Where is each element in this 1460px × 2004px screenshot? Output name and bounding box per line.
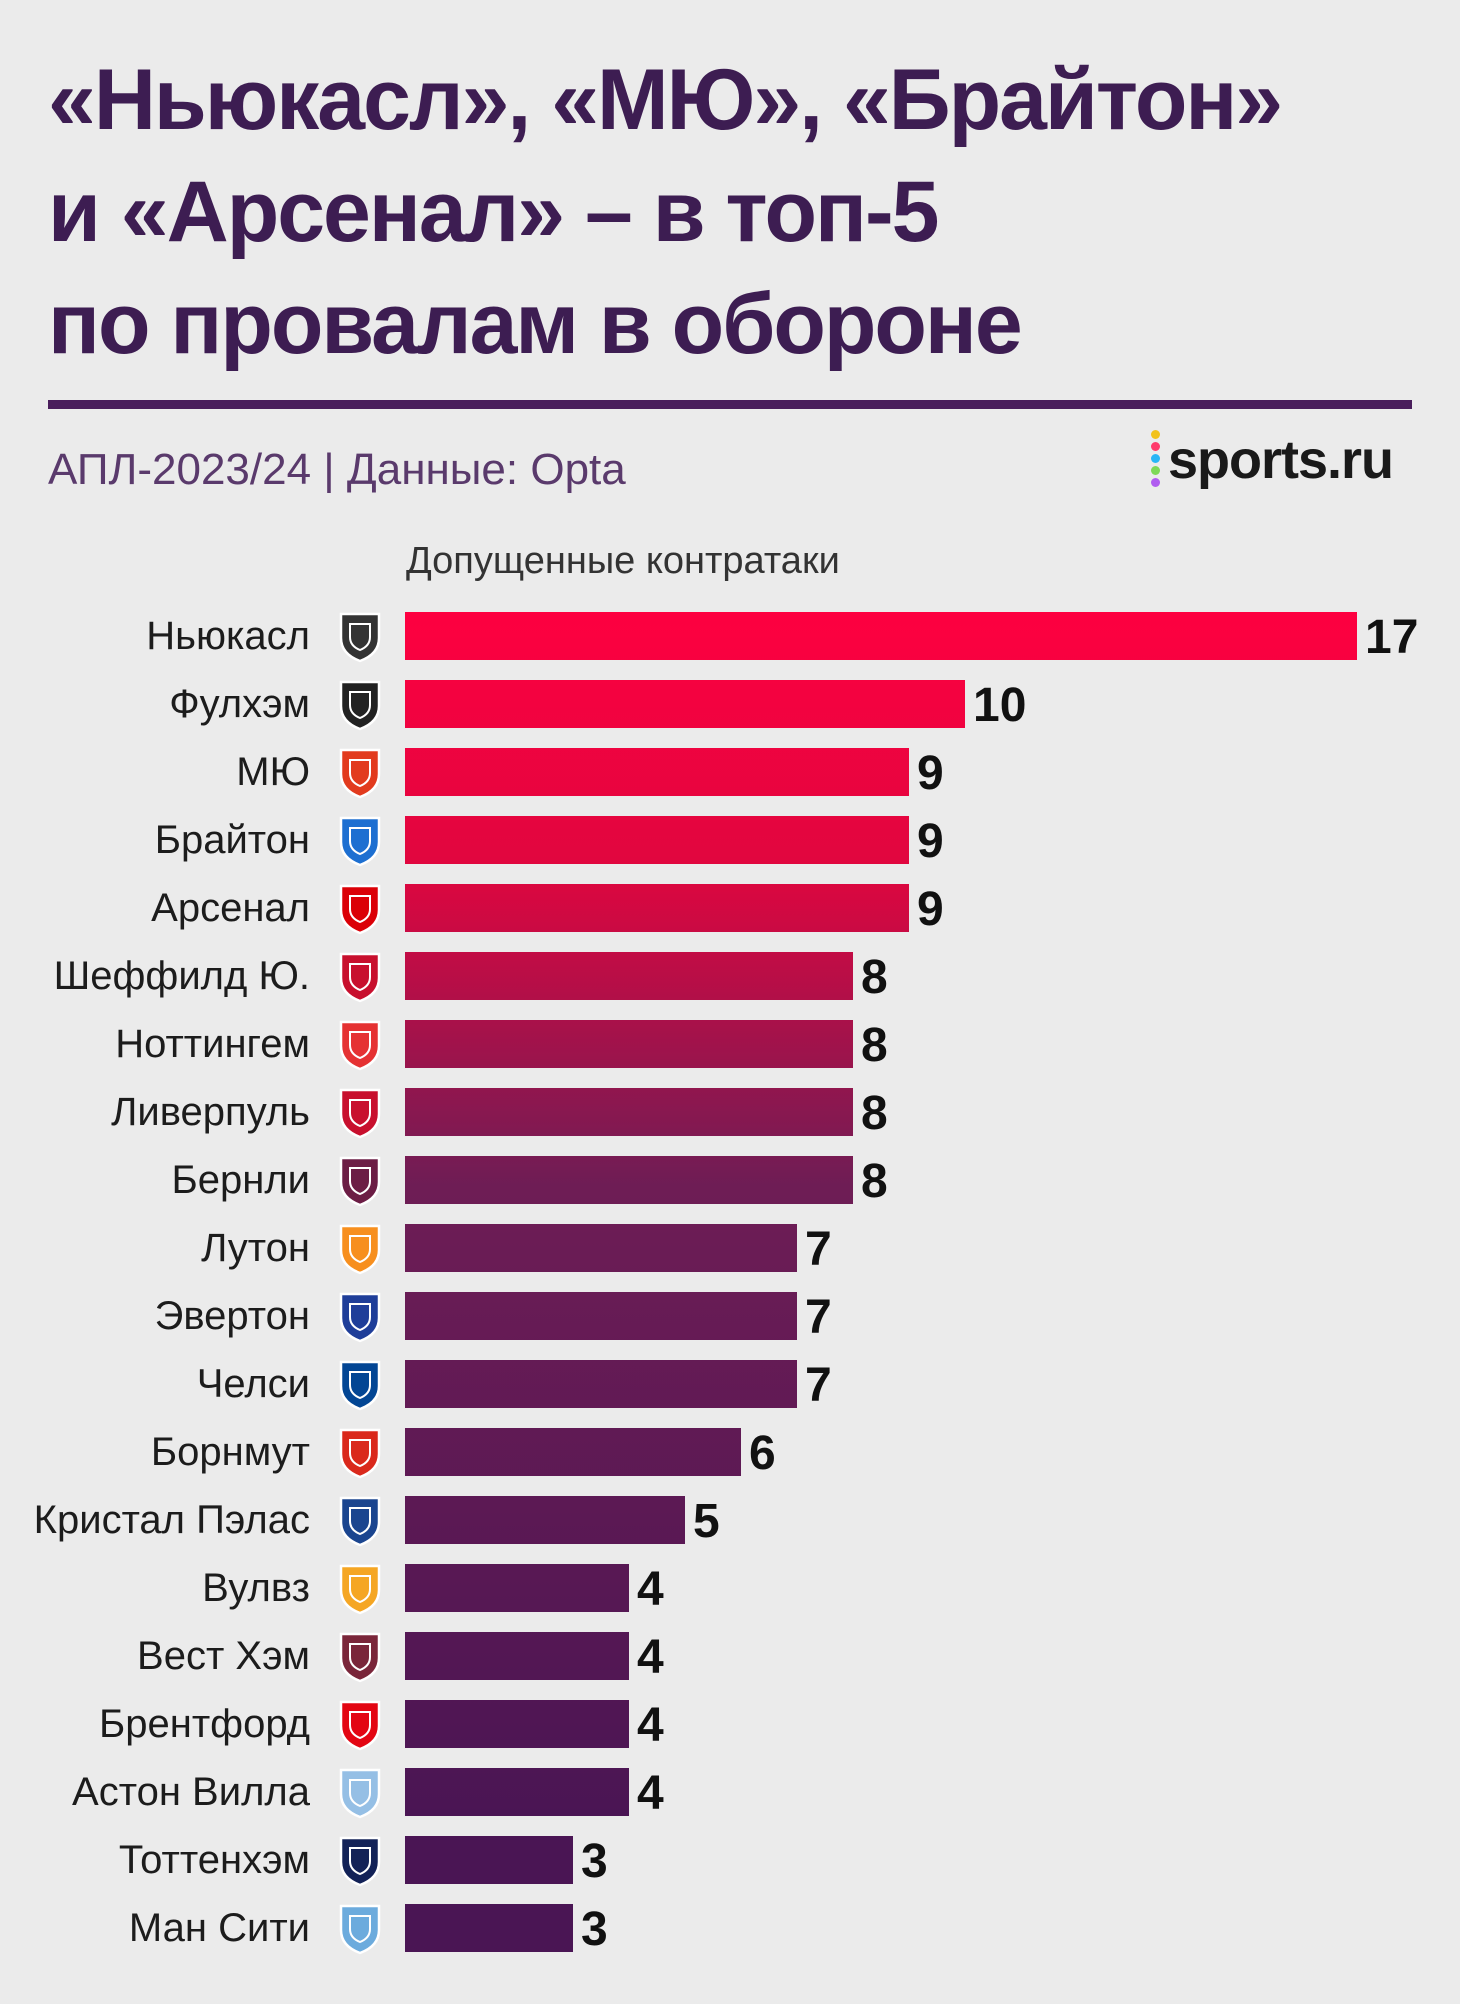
west-ham-crest-icon — [339, 1632, 381, 1683]
value-label: 10 — [973, 679, 1026, 732]
category-label: Бернли — [171, 1158, 310, 1202]
category-label: Челси — [197, 1362, 310, 1406]
bar — [405, 680, 965, 728]
title-line-2: и «Арсенал» – в топ-5 — [48, 164, 939, 260]
value-label: 8 — [861, 1155, 888, 1208]
tottenham-crest-icon — [339, 1836, 381, 1887]
value-label: 4 — [637, 1699, 664, 1752]
value-label: 8 — [861, 951, 888, 1004]
nottingham-forest-crest-icon — [339, 1020, 381, 1071]
brand-dot — [1151, 466, 1160, 475]
value-label: 4 — [637, 1631, 664, 1684]
category-label: Лутон — [201, 1226, 310, 1270]
bar — [405, 1428, 741, 1476]
liverpool-crest-icon — [339, 1088, 381, 1139]
burnley-crest-icon — [339, 1156, 381, 1207]
fulham-crest-icon — [339, 680, 381, 731]
bar — [405, 1700, 629, 1748]
wolves-crest-icon — [339, 1564, 381, 1615]
value-label: 3 — [581, 1835, 608, 1888]
value-label: 8 — [861, 1019, 888, 1072]
bar — [405, 1224, 797, 1272]
newcastle-crest-icon — [339, 612, 381, 663]
category-label: Тоттенхэм — [119, 1838, 310, 1882]
bar-chart: Ньюкасл 17 Фулхэм 10 МЮ 9 Брайтон 9 Арсенал 9 Шефф… — [34, 611, 1419, 1956]
category-label: Брайтон — [155, 818, 310, 862]
category-label: Эвертон — [155, 1294, 310, 1338]
title-line-3: по провалам в обороне — [48, 276, 1023, 372]
bar — [405, 1088, 853, 1136]
bars-group: Ньюкасл 17 Фулхэм 10 МЮ 9 Брайтон 9 Арсенал 9 Шефф… — [34, 611, 1419, 1956]
category-label: Вест Хэм — [137, 1634, 310, 1678]
bar — [405, 816, 909, 864]
bar — [405, 1632, 629, 1680]
bar — [405, 884, 909, 932]
category-label: Вулвз — [202, 1566, 310, 1610]
value-label: 8 — [861, 1087, 888, 1140]
crystal-palace-crest-icon — [339, 1496, 381, 1547]
category-label: Ноттингем — [115, 1022, 310, 1066]
x-axis-label: Допущенные контратаки — [406, 540, 840, 582]
brentford-crest-icon — [339, 1700, 381, 1751]
chart-subtitle: АПЛ-2023/24 | Данные: Opta — [48, 445, 626, 494]
brand-logo: sports.ru — [1148, 428, 1394, 492]
value-label: 4 — [637, 1563, 664, 1616]
category-label: Фулхэм — [169, 682, 310, 726]
category-label: Борнмут — [151, 1430, 310, 1474]
category-label: Ман Сити — [129, 1906, 310, 1950]
chelsea-crest-icon — [339, 1360, 381, 1411]
category-label: МЮ — [236, 750, 310, 794]
bar — [405, 1564, 629, 1612]
brand-dot — [1151, 478, 1160, 487]
category-label: Арсенал — [151, 886, 310, 930]
bournemouth-crest-icon — [339, 1428, 381, 1479]
everton-crest-icon — [339, 1292, 381, 1343]
bar — [405, 1020, 853, 1068]
value-label: 5 — [693, 1495, 720, 1548]
bar — [405, 1836, 573, 1884]
luton-crest-icon — [339, 1224, 381, 1275]
sheffield-united-crest-icon — [339, 952, 381, 1003]
value-label: 6 — [749, 1427, 776, 1480]
bar — [405, 1768, 629, 1816]
man-united-crest-icon — [339, 748, 381, 799]
brand-dots-icon — [1148, 428, 1162, 492]
category-label: Шеффилд Ю. — [54, 954, 310, 998]
category-label: Ньюкасл — [146, 614, 310, 658]
bar — [405, 952, 853, 1000]
arsenal-crest-icon — [339, 884, 381, 935]
brand-dot — [1151, 442, 1160, 451]
value-label: 7 — [805, 1291, 832, 1344]
category-label: Кристал Пэлас — [34, 1498, 310, 1542]
bar — [405, 748, 909, 796]
bar — [405, 1496, 685, 1544]
value-label: 9 — [917, 883, 944, 936]
brand-text: sports.ru — [1168, 430, 1394, 490]
title-divider — [48, 400, 1412, 409]
brand-dot — [1151, 454, 1160, 463]
value-label: 9 — [917, 747, 944, 800]
category-label: Брентфорд — [99, 1702, 310, 1746]
value-label: 7 — [805, 1223, 832, 1276]
value-label: 9 — [917, 815, 944, 868]
value-label: 17 — [1365, 611, 1418, 664]
aston-villa-crest-icon — [339, 1768, 381, 1819]
chart-title: «Ньюкасл», «МЮ», «Брайтон» и «Арсенал» –… — [48, 44, 1408, 380]
category-label: Ливерпуль — [111, 1090, 310, 1134]
category-label: Астон Вилла — [72, 1770, 311, 1814]
bar — [405, 1360, 797, 1408]
bar — [405, 1904, 573, 1952]
bar — [405, 1292, 797, 1340]
brand-dot — [1151, 430, 1160, 439]
bar — [405, 1156, 853, 1204]
value-label: 7 — [805, 1359, 832, 1412]
bar — [405, 612, 1357, 660]
brighton-crest-icon — [339, 816, 381, 867]
value-label: 4 — [637, 1767, 664, 1820]
value-label: 3 — [581, 1903, 608, 1956]
man-city-crest-icon — [339, 1904, 381, 1955]
title-line-1: «Ньюкасл», «МЮ», «Брайтон» — [48, 52, 1283, 148]
